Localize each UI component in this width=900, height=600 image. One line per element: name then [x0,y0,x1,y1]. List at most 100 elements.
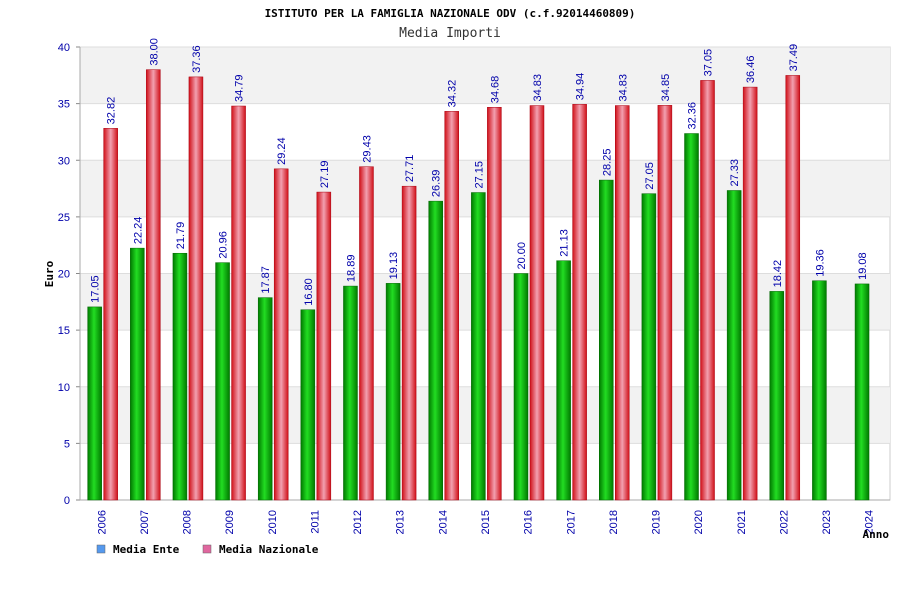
x-tick-label: 2012 [352,510,364,534]
data-label-media-ente: 16.80 [303,278,315,306]
y-axis-label: Euro [43,260,56,287]
data-label-media-nazionale: 37.05 [703,49,715,77]
data-label-media-ente: 27.33 [729,159,741,187]
bar-media-nazionale [316,191,332,501]
x-tick-label: 2014 [437,510,449,534]
bar-media-nazionale [444,111,459,501]
bar-media-ente [428,200,443,501]
x-tick-label: 2010 [267,510,279,534]
bar-media-nazionale [615,105,630,501]
x-tick-label: 2018 [608,510,620,534]
legend-swatch-media-ente [96,544,106,554]
bar-media-nazionale [742,86,758,501]
y-tick-label: 5 [64,438,70,450]
y-tick-label: 35 [58,99,70,111]
bar-media-ente [769,291,785,501]
data-label-media-nazionale: 32.82 [106,97,118,125]
data-label-media-nazionale: 37.49 [788,44,800,72]
bar-media-nazionale [401,185,417,501]
bar-media-ente [215,262,230,501]
x-tick-label: 2016 [523,510,535,534]
data-label-media-nazionale: 34.79 [234,74,246,102]
x-tick-label: 2015 [480,510,492,534]
bar-media-nazionale [188,76,204,501]
x-axis-label: Anno [863,528,890,541]
y-tick-label: 30 [58,155,70,167]
y-tick-label: 0 [64,495,70,507]
data-label-media-nazionale: 34.32 [447,80,459,108]
bar-media-ente [385,283,401,501]
bar-media-nazionale [700,80,715,501]
bar-media-ente [300,309,316,501]
legend-swatch-media-nazionale [202,544,212,554]
bar-media-nazionale [572,104,587,501]
bar-media-nazionale [273,168,289,501]
chart-title: ISTITUTO PER LA FAMIGLIA NAZIONALE ODV (… [265,7,636,20]
data-label-media-nazionale: 27.71 [404,155,416,183]
data-label-media-nazionale: 34.94 [575,73,587,101]
legend-label-media-ente: Media Ente [113,543,180,556]
bar-media-nazionale [785,75,801,501]
data-label-media-nazionale: 34.83 [532,74,544,102]
data-label-media-ente: 20.00 [516,242,528,270]
x-tick-label: 2007 [139,510,151,534]
bar-media-ente [172,252,188,501]
x-tick-label: 2021 [736,510,748,534]
data-label-media-ente: 19.13 [388,252,400,280]
bar-media-ente [641,193,657,501]
data-label-media-ente: 32.36 [687,102,699,130]
data-label-media-ente: 17.87 [260,266,272,294]
bar-media-ente [257,297,273,501]
data-label-media-ente: 22.24 [132,217,144,245]
chart-subtitle: Media Importi [399,26,501,41]
data-label-media-ente: 26.39 [431,170,443,198]
x-tick-label: 2019 [651,510,663,534]
bar-media-ente [130,247,145,501]
data-label-media-nazionale: 27.19 [319,161,331,189]
bar-media-ente [87,306,102,501]
x-tick-label: 2024 [864,510,876,534]
y-tick-label: 20 [58,269,70,281]
x-tick-label: 2023 [821,510,833,534]
data-label-media-ente: 19.36 [814,249,826,277]
bar-media-ente [343,285,358,501]
data-label-media-nazionale: 29.24 [276,137,288,165]
data-label-media-ente: 21.79 [175,222,187,250]
data-label-media-nazionale: 36.46 [745,56,757,84]
data-label-media-ente: 18.89 [345,255,357,283]
y-tick-label: 10 [58,382,70,394]
legend-label-media-nazionale: Media Nazionale [219,543,319,556]
data-label-media-nazionale: 34.85 [660,74,672,102]
bar-media-ente [726,190,742,501]
legend: Media Ente Media Nazionale [96,543,319,556]
data-label-media-nazionale: 29.43 [361,135,373,163]
x-tick-label: 2017 [565,510,577,534]
bar-media-nazionale [231,105,246,501]
x-tick-label: 2022 [778,510,790,534]
bar-media-ente [513,273,529,501]
bar-media-nazionale [487,106,502,501]
data-label-media-nazionale: 37.36 [191,45,203,73]
data-label-media-ente: 28.25 [601,149,613,177]
data-label-media-nazionale: 34.83 [617,74,629,102]
x-tick-label: 2020 [693,510,705,534]
data-label-media-ente: 17.05 [90,275,102,303]
bar-media-nazionale [146,69,161,501]
y-tick-label: 25 [58,212,70,224]
x-tick-label: 2008 [182,510,194,534]
bar-media-nazionale [529,105,545,501]
data-label-media-ente: 27.15 [473,161,485,189]
plot-area: 0 5 10 15 20 25 30 35 40 2006 17.05 32.82 2007 22.24 3… [58,38,891,534]
x-tick-label: 2011 [309,510,321,534]
bar-media-ente [854,283,870,501]
bar-media-ente [812,280,827,501]
bar-media-ente [599,179,614,501]
data-label-media-ente: 21.13 [559,229,571,257]
x-tick-label: 2013 [395,510,407,534]
data-label-media-ente: 27.05 [644,162,656,190]
bar-media-nazionale [359,166,374,501]
bar-media-ente [556,260,571,501]
bar-media-nazionale [103,128,118,501]
x-tick-label: 2006 [96,510,108,534]
